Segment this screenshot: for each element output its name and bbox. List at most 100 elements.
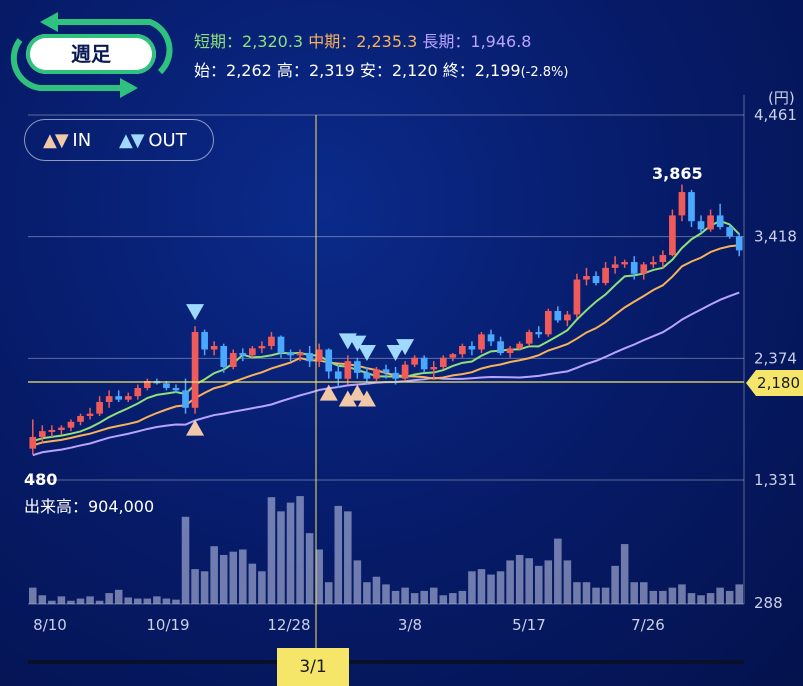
candle-body bbox=[649, 262, 657, 265]
candle-body bbox=[325, 349, 333, 372]
volume-bar bbox=[382, 584, 390, 604]
volume-bar bbox=[181, 516, 190, 604]
date-slider-handle[interactable]: 3/1 bbox=[277, 648, 349, 686]
volume-bar bbox=[219, 554, 228, 604]
volume-bar bbox=[305, 533, 314, 604]
candle-body bbox=[344, 361, 352, 379]
candle-body bbox=[201, 332, 208, 350]
volume-bar bbox=[554, 538, 562, 604]
candle-body bbox=[354, 361, 361, 373]
volume-bar bbox=[611, 565, 619, 604]
close-value: 2,199 bbox=[474, 61, 521, 80]
candle-body bbox=[688, 192, 695, 222]
candle-body bbox=[401, 364, 409, 379]
volume-bar bbox=[678, 584, 686, 604]
candle-body bbox=[726, 227, 734, 237]
volume-bar bbox=[601, 587, 610, 604]
candle-body bbox=[48, 429, 56, 432]
candle-body bbox=[707, 215, 714, 230]
candle-body bbox=[29, 436, 37, 449]
legend-in-label: IN bbox=[72, 130, 92, 151]
x-tick-label: 12/28 bbox=[267, 616, 310, 634]
y-tick-label: 2,374 bbox=[754, 349, 797, 367]
candle-body bbox=[258, 346, 266, 349]
volume-bar bbox=[114, 589, 123, 604]
candle-body bbox=[105, 396, 113, 402]
volume-bar bbox=[668, 587, 677, 604]
volume-bar bbox=[229, 551, 238, 604]
legend-out-label: OUT bbox=[148, 130, 187, 151]
ma-mid-value: 2,235.3 bbox=[356, 32, 418, 51]
volume-bar bbox=[134, 598, 142, 604]
volume-bar bbox=[105, 593, 113, 604]
volume-bar bbox=[496, 571, 505, 604]
volume-bar bbox=[191, 569, 199, 604]
y-tick-label: 3,418 bbox=[754, 228, 797, 246]
candle-body bbox=[716, 215, 724, 228]
candle-body bbox=[143, 380, 151, 388]
period-button-weekly[interactable]: 週足 bbox=[26, 34, 156, 74]
candle-body bbox=[640, 264, 648, 274]
candle-body bbox=[96, 401, 103, 414]
change-percent: (-2.8%) bbox=[520, 65, 569, 80]
volume-bar bbox=[649, 590, 658, 604]
volume-bar bbox=[515, 554, 524, 604]
candlesticks bbox=[29, 184, 743, 455]
volume-bars bbox=[29, 496, 743, 604]
volume-bar bbox=[487, 574, 495, 604]
candle-body bbox=[392, 372, 399, 379]
candle-body bbox=[220, 346, 228, 368]
volume-bar bbox=[95, 600, 104, 604]
volume-bar bbox=[525, 558, 533, 604]
candle-body bbox=[277, 336, 285, 354]
volume-bar bbox=[573, 582, 581, 604]
volume-bar bbox=[391, 590, 400, 604]
volume-bar bbox=[630, 582, 638, 604]
volume-bar bbox=[324, 582, 333, 604]
candle-body bbox=[38, 431, 46, 437]
low-marker-label: 480 bbox=[24, 470, 58, 489]
low-label: 安： bbox=[359, 61, 392, 80]
ohlc-readout: 始：2,262 高：2,319 安：2,120 終：2,199(-2.8%) bbox=[194, 57, 568, 81]
volume-label: 出来高：904,000 bbox=[24, 497, 155, 516]
candle-body bbox=[411, 357, 418, 365]
volume-bar bbox=[401, 587, 409, 604]
candle-body bbox=[564, 314, 571, 321]
low-value: 2,120 bbox=[391, 61, 438, 80]
signal-legend[interactable]: ▲▼ IN ▲▼ OUT bbox=[24, 119, 214, 161]
y-unit-label: (円) bbox=[768, 89, 795, 107]
in-signal-marker bbox=[348, 384, 367, 401]
volume-bar bbox=[420, 590, 428, 604]
candle-body bbox=[430, 367, 438, 370]
in-signal-marker bbox=[186, 419, 205, 436]
volume-bar bbox=[29, 587, 37, 604]
out-signal-icon: ▲▼ bbox=[118, 130, 145, 151]
out-signal-marker bbox=[348, 335, 367, 352]
candle-body bbox=[468, 346, 476, 350]
volume-bar bbox=[534, 565, 543, 604]
candle-body bbox=[697, 221, 705, 230]
volume-bar bbox=[687, 593, 696, 604]
candle-body bbox=[382, 369, 390, 373]
volume-bar bbox=[458, 590, 467, 604]
x-tick-label: 7/26 bbox=[631, 616, 665, 634]
candle-body bbox=[659, 255, 667, 263]
candle-body bbox=[287, 353, 294, 356]
volume-bar bbox=[248, 563, 257, 604]
candle-body bbox=[487, 334, 495, 342]
candle-body bbox=[58, 427, 65, 430]
volume-bar bbox=[363, 582, 371, 604]
volume-bar bbox=[477, 569, 486, 604]
candle-body bbox=[363, 372, 371, 379]
candle-body bbox=[67, 421, 75, 428]
candle-body bbox=[124, 396, 132, 400]
open-value: 2,262 bbox=[226, 61, 272, 80]
volume-bar bbox=[57, 596, 66, 604]
open-label: 始： bbox=[194, 61, 227, 80]
out-signal-marker bbox=[386, 345, 405, 362]
candle-body bbox=[497, 341, 504, 354]
candle-body bbox=[249, 348, 256, 356]
crosshair-price-tag: 2,180 bbox=[746, 370, 803, 396]
volume-bar bbox=[296, 496, 304, 604]
